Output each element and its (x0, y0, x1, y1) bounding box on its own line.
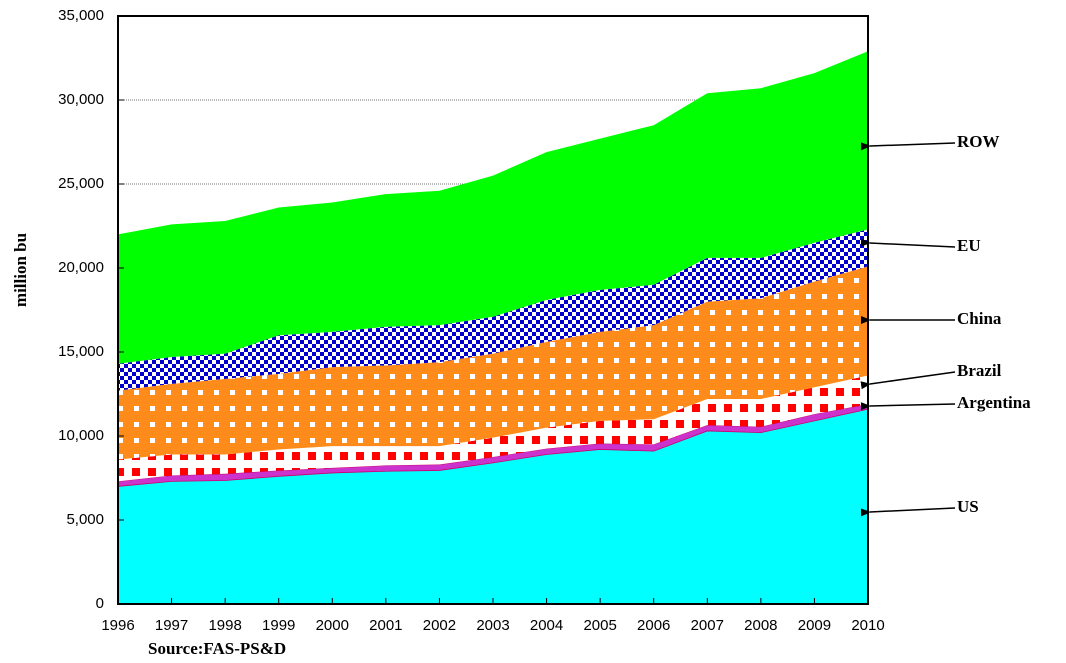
area (118, 409, 868, 604)
x-tick-label: 2000 (316, 617, 349, 634)
x-tick-label: 2007 (691, 617, 724, 634)
legend-label: EU (957, 236, 981, 255)
x-tick-label: 1999 (262, 617, 295, 634)
x-tick-label: 2010 (851, 617, 884, 634)
legend-arrow (860, 507, 956, 517)
y-tick-label: 20,000 (58, 259, 104, 276)
x-tick-label: 2003 (476, 617, 509, 634)
area (118, 266, 868, 460)
legend-label: Brazil (957, 361, 1002, 380)
y-tick-label: 25,000 (58, 175, 104, 192)
area (118, 375, 868, 482)
x-tick-label: 2001 (369, 617, 402, 634)
y-axis-label: million bu (11, 233, 30, 307)
x-tick-label: 2009 (798, 617, 831, 634)
area (118, 229, 868, 391)
x-tick-label: 1997 (155, 617, 188, 634)
legend-arrow (860, 402, 956, 411)
x-tick-label: 2004 (530, 617, 563, 634)
x-tick-label: 1998 (208, 617, 241, 634)
legend-label: China (957, 309, 1002, 328)
source-note: Source:FAS-PS&D (148, 639, 286, 658)
legend-arrow (860, 371, 956, 390)
y-tick-label: 35,000 (58, 7, 104, 24)
x-tick-label: 2005 (583, 617, 616, 634)
legend-label: US (957, 497, 979, 516)
legend-arrow (860, 142, 956, 151)
area (118, 51, 868, 364)
x-tick-label: 2008 (744, 617, 777, 634)
y-tick-label: 0 (96, 595, 104, 612)
legend-arrow (860, 238, 956, 248)
legend-label: Argentina (957, 393, 1031, 412)
y-tick-label: 30,000 (58, 91, 104, 108)
x-tick-label: 1996 (101, 617, 134, 634)
x-tick-label: 2002 (423, 617, 456, 634)
y-tick-label: 15,000 (58, 343, 104, 360)
x-tick-label: 2006 (637, 617, 670, 634)
legend-label: ROW (957, 132, 1000, 151)
y-tick-label: 10,000 (58, 427, 104, 444)
y-tick-label: 5,000 (66, 511, 104, 528)
